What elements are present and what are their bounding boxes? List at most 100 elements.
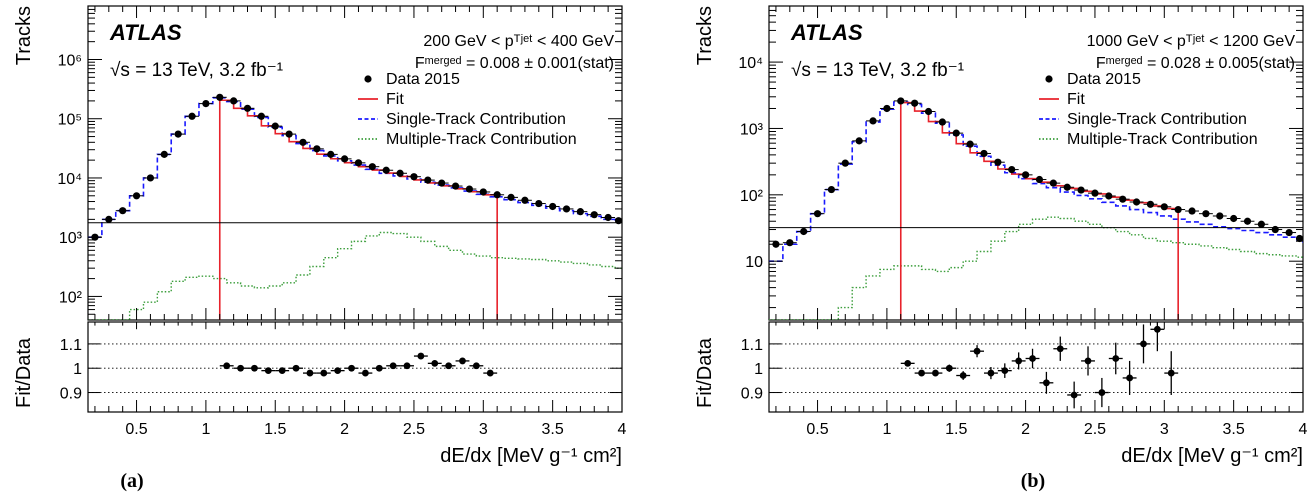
y-tick-label: 10²	[740, 188, 764, 205]
ratio-point	[932, 369, 939, 377]
legend-label: Data 2015	[386, 71, 460, 88]
data-point	[438, 179, 446, 187]
y-tick-label: 10⁵	[58, 112, 82, 129]
energy-label: √s = 13 TeV, 3.2 fb⁻¹	[110, 60, 283, 81]
data-point	[1243, 217, 1252, 225]
data-point	[590, 211, 598, 219]
atlas-label: ATLAS	[790, 20, 863, 45]
data-point	[257, 112, 265, 120]
ratio-axis-title: Fit/Data	[694, 337, 716, 408]
data-point	[911, 99, 919, 107]
data-point	[1160, 203, 1168, 211]
y-tick-label: 10⁴	[57, 171, 82, 188]
data-point	[299, 138, 307, 146]
ratio-point	[306, 369, 314, 377]
ratio-point	[472, 362, 480, 370]
caption-b: (b)	[1020, 470, 1046, 492]
data-point	[1174, 205, 1182, 214]
ratio-point	[362, 369, 369, 377]
x-tick-label: 4	[1299, 421, 1308, 438]
data-point	[132, 192, 141, 200]
pt-range-label: 200 GeV < pᵀʲᵉᵗ < 400 GeV	[423, 33, 614, 50]
data-point	[119, 207, 127, 215]
ratio-point	[904, 359, 912, 367]
y-axis-title: Tracks	[694, 6, 716, 65]
y-axis-title: Tracks	[13, 6, 35, 65]
legend-marker	[1045, 75, 1053, 83]
ratio-point	[1015, 357, 1023, 365]
data-point	[841, 159, 849, 167]
ratio-point	[1070, 391, 1078, 399]
ratio-point	[417, 352, 425, 360]
ratio-axis-title: Fit/Data	[13, 337, 35, 408]
data-point	[1119, 195, 1127, 203]
x-tick-label: 2	[340, 421, 349, 438]
ratio-point	[389, 362, 397, 370]
data-point	[382, 166, 390, 174]
ratio-tick-label: 1.1	[60, 337, 82, 354]
data-point	[966, 140, 974, 148]
data-point	[368, 163, 376, 171]
data-point	[451, 182, 460, 190]
x-tick-label: 1	[882, 421, 891, 438]
ratio-tick-label: 1	[73, 361, 82, 378]
y-tick-label: 10⁴	[738, 55, 763, 72]
data-point	[1008, 165, 1016, 174]
x-tick-label: 1.5	[264, 421, 286, 438]
data-point	[479, 188, 487, 196]
data-point	[285, 130, 293, 138]
data-point	[897, 97, 905, 105]
x-tick-label: 3.5	[542, 421, 564, 438]
ratio-point	[987, 369, 995, 377]
data-point	[1035, 175, 1044, 184]
legend-marker	[364, 75, 372, 83]
ratio-point	[1043, 379, 1050, 387]
data-point	[549, 202, 557, 211]
ratio-point	[1126, 374, 1134, 382]
x-tick-label: 1.5	[945, 421, 967, 438]
ratio-point	[1112, 355, 1120, 362]
data-point	[813, 210, 822, 218]
legend-label: Data 2015	[1067, 71, 1141, 88]
data-points	[769, 97, 1303, 248]
ratio-point	[1001, 367, 1009, 375]
data-point	[1202, 210, 1210, 218]
caption-a: (a)	[120, 470, 144, 492]
single-track-histogram	[88, 97, 622, 238]
ratio-point	[945, 364, 953, 372]
ratio-point	[431, 359, 439, 367]
data-point	[1077, 186, 1085, 194]
legend-label: Single-Track Contribution	[386, 111, 566, 128]
ratio-point	[445, 362, 453, 370]
data-point	[327, 150, 335, 158]
y-tick-label: 10³	[59, 230, 83, 247]
multiple-track-histogram	[769, 216, 1303, 320]
energy-label: √s = 13 TeV, 3.2 fb⁻¹	[791, 60, 964, 81]
data-point	[1091, 189, 1099, 197]
ratio-point	[292, 364, 300, 372]
x-tick-label: 3	[479, 421, 488, 438]
data-point	[1285, 228, 1293, 237]
atlas-label: ATLAS	[109, 20, 182, 45]
data-point	[202, 100, 210, 108]
data-point	[230, 97, 238, 105]
ratio-point	[1140, 340, 1147, 348]
data-point	[160, 150, 168, 158]
x-tick-label: 2.5	[403, 421, 425, 438]
data-point	[938, 118, 946, 126]
multiple-track-histogram	[88, 231, 622, 320]
x-tick-label: 2	[1021, 421, 1030, 438]
ratio-point	[973, 347, 981, 355]
data-point	[1230, 214, 1238, 223]
data-point	[1132, 198, 1141, 206]
fmerged-label: Fᵐᵉʳᵍᵉᵈ = 0.028 ± 0.005(stat)	[1096, 55, 1295, 72]
data-point	[105, 215, 113, 223]
legend: Data 2015 Fit Single-Track Contribution Mul…	[358, 71, 577, 148]
ratio-point	[1098, 389, 1106, 396]
ratio-points	[219, 352, 498, 377]
data-point	[521, 196, 529, 204]
y-axis-ticks: 10 10² 10³ 10⁴	[738, 5, 1303, 309]
data-point	[772, 240, 780, 248]
data-point	[855, 137, 863, 145]
